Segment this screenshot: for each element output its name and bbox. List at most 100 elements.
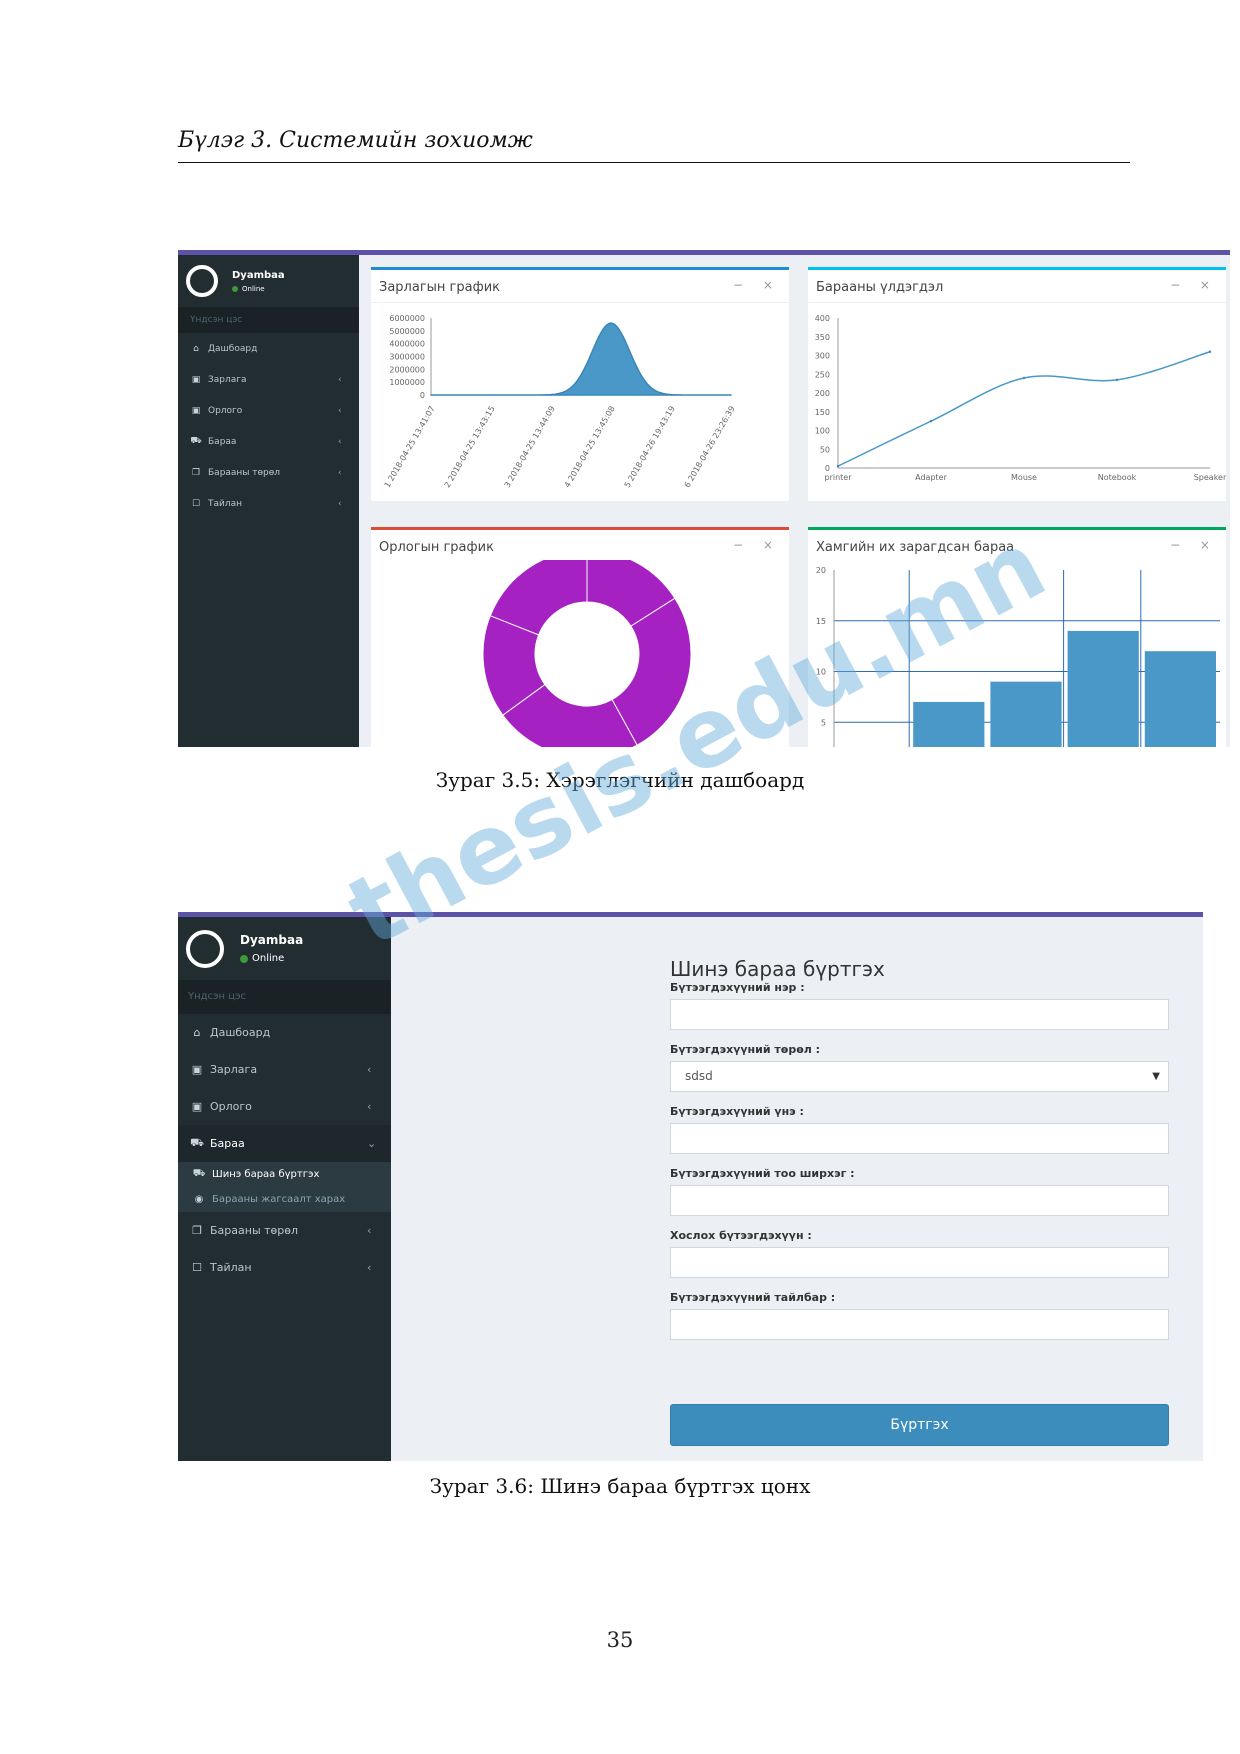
sidebar-item[interactable]: ▣ Орлого ‹ xyxy=(178,1088,391,1125)
y-tick-label: 400 xyxy=(815,314,830,323)
bar xyxy=(1067,630,1139,747)
cart-icon: ⛟ xyxy=(190,1136,204,1149)
user-name: Dyambaa xyxy=(240,933,304,947)
sidebar-item[interactable]: ☐ Тайлан ‹ xyxy=(178,488,359,519)
box-tools[interactable]: − × xyxy=(1170,278,1218,292)
data-point xyxy=(730,394,732,396)
x-tick-label: 5 2018-04-26 19:43:19 xyxy=(623,405,677,490)
data-point xyxy=(1022,376,1026,380)
text-input[interactable] xyxy=(670,1309,1169,1340)
data-point xyxy=(550,394,552,396)
chevron-icon: ‹ xyxy=(338,405,342,416)
category-select[interactable]: sdsd ▼ xyxy=(670,1061,1169,1092)
y-tick-label: 20 xyxy=(816,566,826,575)
sidebar-item-label: Зарлага xyxy=(210,1063,258,1076)
field-label: Бүтээгдэхүүний тайлбар : xyxy=(670,1291,836,1304)
running-head: Бүлэг 3. Системийн зохиомж xyxy=(178,128,533,153)
y-tick-label: 4000000 xyxy=(389,340,425,349)
sidebar-item[interactable]: ☐ Тайлан ‹ xyxy=(178,1249,391,1286)
y-tick-label: 5 xyxy=(821,718,826,727)
y-tick-label: 3000000 xyxy=(389,353,425,362)
menu-header: Үндсэн цэс xyxy=(178,980,391,1014)
home-icon: ⌂ xyxy=(193,343,199,354)
text-input[interactable] xyxy=(670,1123,1169,1154)
sub-menu-item[interactable]: ⛟ Шинэ бараа бүртгэх xyxy=(178,1162,391,1187)
donut-slice xyxy=(611,597,692,746)
user-status: Online xyxy=(232,285,285,293)
sidebar-item-label: Зарлага xyxy=(208,374,247,385)
report-icon: ☐ xyxy=(192,1261,202,1274)
sub-menu-label: Шинэ бараа бүртгэх xyxy=(212,1169,320,1180)
y-tick-label: 50 xyxy=(820,445,830,454)
sidebar-item[interactable]: ▣ Зарлага ‹ xyxy=(178,364,359,395)
chevron-icon: ‹ xyxy=(338,436,342,447)
y-tick-label: 300 xyxy=(815,352,830,361)
sidebar-item-label: Орлого xyxy=(208,405,243,416)
x-tick-label: printer xyxy=(824,473,852,482)
field-label: Бүтээгдэхүүний үнэ : xyxy=(670,1105,804,1118)
text-input[interactable] xyxy=(670,1185,1169,1216)
sub-menu: ⛟ Шинэ бараа бүртгэх ◉ Барааны жагсаалт хар… xyxy=(178,1162,391,1212)
chart-title: Зарлагын график xyxy=(379,280,501,295)
submit-button[interactable]: Бүртгэх xyxy=(670,1404,1169,1446)
dropdown-caret-icon: ▼ xyxy=(1152,1071,1160,1082)
chevron-icon: ‹ xyxy=(338,498,342,509)
box-tools[interactable]: − × xyxy=(1170,538,1218,552)
sidebar-item-label: Бараа xyxy=(210,1137,245,1150)
y-tick-label: 5000000 xyxy=(389,327,425,336)
bar xyxy=(1144,651,1216,747)
text-input[interactable] xyxy=(670,1247,1169,1278)
sidebar-item[interactable]: ❐ Барааны төрөл ‹ xyxy=(178,1212,391,1249)
expense-chart-box: Зарлагын график − × 6000000 5000000 400000… xyxy=(371,267,789,501)
sidebar-item-label: Тайлан xyxy=(210,1261,252,1274)
chart-title: Барааны үлдэгдэл xyxy=(816,280,944,295)
form-title: Шинэ бараа бүртгэх xyxy=(670,957,885,981)
chevron-icon: ‹ xyxy=(367,1261,372,1274)
data-point xyxy=(430,394,432,396)
box-tools[interactable]: − × xyxy=(733,278,781,292)
sidebar-item-label: Барааны төрөл xyxy=(210,1224,299,1237)
sidebar-item[interactable]: ▣ Зарлага ‹ xyxy=(178,1051,391,1088)
user-panel: Dyambaa Online xyxy=(178,255,359,307)
user-avatar-icon xyxy=(186,265,218,297)
y-tick-label: 250 xyxy=(815,370,830,379)
sidebar-item[interactable]: ⌂ Дашбоард xyxy=(178,1014,391,1051)
sidebar-item[interactable]: ⌂ Дашбоард xyxy=(178,333,359,364)
chevron-icon: ‹ xyxy=(338,467,342,478)
x-tick-label: Notebook xyxy=(1098,473,1137,482)
box-tools[interactable]: − × xyxy=(733,538,781,552)
figure-caption: Зураг 3.5: Хэрэглэгчийн дашбоард xyxy=(435,768,805,792)
data-point xyxy=(490,394,492,396)
page-number: 35 xyxy=(606,1628,634,1652)
chevron-icon: ‹ xyxy=(367,1224,372,1237)
bar xyxy=(990,681,1062,747)
eye-icon: ◉ xyxy=(194,1194,204,1205)
sidebar-item-label: Тайлан xyxy=(208,498,243,509)
text-input[interactable] xyxy=(670,999,1169,1030)
field-label: Бүтээгдэхүүний төрөл : xyxy=(670,1043,821,1056)
user-panel: Dyambaa Online xyxy=(178,917,391,980)
sidebar-item[interactable]: ❐ Барааны төрөл ‹ xyxy=(178,457,359,488)
dashboard-screenshot: Dyambaa Online Үндсэн цэс ⌂ Дашбоард ▣ Зарл… xyxy=(178,250,1230,747)
user-status: Online xyxy=(240,953,303,964)
chart-title: Орлогын график xyxy=(379,540,494,555)
sidebar-item[interactable]: ⛟ Бараа ‹ xyxy=(178,426,359,457)
home-icon: ⌂ xyxy=(193,1026,201,1039)
x-tick-label: 3 2018-04-25 13:44:09 xyxy=(503,405,557,490)
sidebar: Dyambaa Online Үндсэн цэс ⌂ Дашбоард ▣ Зарл… xyxy=(178,917,391,1461)
field-label: Бүтээгдэхүүний нэр : xyxy=(670,981,805,994)
y-tick-label: 10 xyxy=(816,668,826,677)
money-icon: ▣ xyxy=(191,374,201,385)
x-tick-label: Adapter xyxy=(915,473,947,482)
sub-menu-item[interactable]: ◉ Барааны жагсаалт харах xyxy=(178,1187,391,1212)
copy-icon: ❐ xyxy=(192,1224,202,1237)
chevron-icon: ‹ xyxy=(367,1100,372,1113)
sidebar-item[interactable]: ⛟ Бараа ⌄ xyxy=(178,1125,391,1162)
sidebar-item[interactable]: ▣ Орлого ‹ xyxy=(178,395,359,426)
field-label: Хослох бүтээгдэхүүн : xyxy=(670,1229,812,1242)
x-tick-label: Mouse xyxy=(1011,473,1037,482)
x-tick-label: Speaker xyxy=(1194,473,1226,482)
bar xyxy=(913,701,985,747)
data-point xyxy=(1115,378,1119,382)
